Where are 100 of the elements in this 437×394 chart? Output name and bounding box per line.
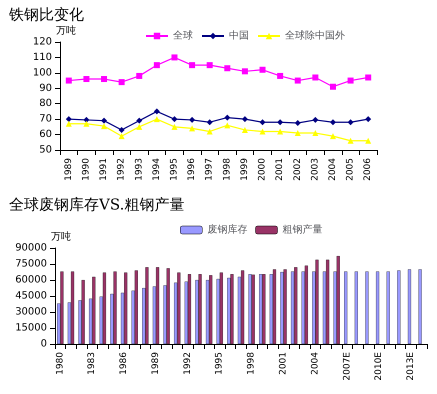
y-tick-label: 75000	[15, 258, 47, 270]
point	[277, 72, 284, 79]
point	[330, 119, 336, 126]
x-tick-label: 1989	[150, 352, 161, 375]
legend-label: 中国	[229, 30, 249, 42]
x-tick-label: 1997	[204, 158, 215, 181]
point	[312, 130, 318, 136]
x-tick-label: 1995	[169, 158, 180, 181]
point	[66, 116, 72, 122]
point	[242, 68, 248, 74]
y-tick-label: 50	[39, 144, 52, 156]
point	[365, 116, 372, 122]
point	[348, 119, 354, 126]
point	[101, 76, 108, 82]
point	[312, 116, 318, 123]
point	[206, 62, 213, 68]
point	[330, 133, 336, 140]
point	[118, 79, 125, 86]
y-tick-label: 80	[39, 98, 52, 110]
point	[101, 118, 108, 124]
y-tick-label: 120	[32, 36, 52, 48]
point	[277, 119, 284, 126]
point	[242, 116, 248, 122]
point	[294, 130, 301, 136]
point	[189, 125, 196, 132]
point	[365, 138, 372, 144]
point	[136, 118, 142, 124]
point	[189, 116, 196, 123]
point	[83, 76, 90, 82]
x-tick-label: 2003	[310, 158, 320, 181]
x-tick-label: 2006	[363, 158, 374, 181]
point	[154, 62, 160, 68]
point	[294, 78, 301, 84]
x-tick-label: 2004	[328, 158, 338, 181]
x-tick-label: 1994	[152, 158, 162, 181]
x-tick-label: 2001	[275, 158, 286, 181]
point	[171, 116, 178, 122]
legend-label: 废钢库存	[207, 224, 248, 236]
x-tick-label: 2004	[310, 352, 320, 375]
point	[206, 119, 213, 126]
point	[154, 108, 160, 114]
x-tick-label: 1990	[81, 158, 92, 181]
point	[294, 120, 301, 126]
y-tick-label: 0	[40, 338, 47, 350]
chart-title: 铁钢比变化	[8, 6, 84, 24]
x-tick-label: 1989	[64, 158, 74, 181]
chart-title: 全球废钢库存VS.粗钢产量	[9, 196, 184, 214]
x-tick-label: 2005	[346, 158, 356, 181]
x-tick-label: 1998	[222, 158, 232, 181]
x-tick-label: 1993	[134, 158, 144, 181]
x-tick-label: 2007E	[342, 352, 352, 381]
x-tick-label: 1995	[214, 352, 225, 375]
point	[171, 124, 178, 130]
x-tick-label: 1983	[87, 352, 98, 375]
point	[118, 133, 125, 140]
point	[136, 124, 142, 130]
x-tick-label: 1999	[240, 158, 250, 181]
point	[365, 74, 372, 80]
point	[312, 74, 318, 80]
point	[348, 138, 354, 144]
y-tick-label: 60000	[15, 274, 47, 286]
x-tick-label: 2010E	[374, 352, 384, 381]
x-tick-label: 2001	[278, 352, 289, 375]
legend-label: 全球	[173, 30, 193, 42]
y-tick-label: 30000	[15, 306, 47, 318]
point	[83, 120, 90, 127]
y-tick-label: 15000	[15, 322, 47, 334]
x-tick-label: 2000	[258, 158, 268, 181]
x-tick-label: 1980	[55, 352, 66, 375]
y-axis-title: 万吨	[51, 230, 71, 242]
point	[206, 128, 213, 134]
point	[224, 114, 230, 121]
y-tick-label: 90000	[15, 242, 47, 254]
point	[242, 126, 248, 133]
legend-label: 粗钢产量	[282, 224, 322, 236]
x-tick-label: 1998	[246, 352, 257, 375]
x-tick-label: 1992	[116, 158, 127, 181]
x-tick-label: 1996	[187, 158, 198, 181]
x-tick-label: 1991	[99, 158, 110, 181]
x-tick-label: 2002	[292, 158, 303, 181]
point	[260, 66, 266, 73]
point	[66, 78, 72, 84]
point	[83, 116, 90, 123]
y-tick-label: 110	[32, 52, 52, 63]
point	[101, 123, 108, 130]
x-tick-label: 2013E	[406, 352, 416, 381]
x-tick-label: 1992	[182, 352, 193, 375]
point	[260, 128, 266, 134]
y-tick-label: 60	[39, 129, 52, 140]
y-axis-title: 万吨	[56, 24, 76, 36]
point	[136, 72, 142, 79]
point	[154, 116, 160, 122]
y-tick-label: 45000	[15, 290, 47, 302]
point	[66, 120, 72, 127]
point	[189, 62, 196, 68]
point	[224, 65, 230, 72]
point	[260, 119, 266, 126]
x-tick-label: 1986	[119, 352, 130, 375]
point	[224, 122, 230, 128]
point	[118, 126, 125, 133]
